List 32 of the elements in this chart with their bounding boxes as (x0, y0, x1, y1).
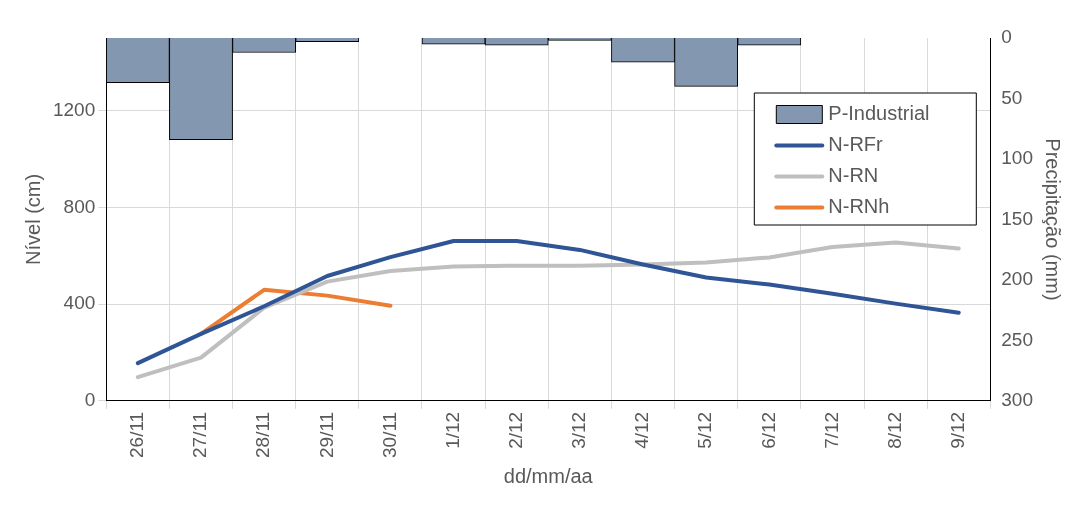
legend-label: N-RN (828, 164, 879, 187)
y2-tick-label: 200 (1001, 268, 1033, 290)
x-tick-label: 7/12 (820, 411, 842, 449)
y2-tick-label: 0 (1001, 26, 1012, 48)
legend-label: N-RNh (828, 195, 890, 218)
x-tick-label: 28/11 (252, 411, 274, 458)
x-tick-label: 8/12 (883, 411, 905, 449)
y-tick-label: 400 (63, 292, 96, 314)
x-tick-label: 3/12 (568, 411, 590, 449)
x-tick-label: 2/12 (504, 411, 526, 449)
x-tick-label: 27/11 (189, 411, 211, 458)
y2-tick-label: 100 (1001, 147, 1033, 169)
y-tick-label: 1200 (52, 98, 96, 120)
y2-tick-label: 50 (1001, 86, 1023, 108)
x-tick-label: 6/12 (757, 411, 779, 449)
y-tick-label: 0 (84, 389, 96, 411)
x-tick-label: 1/12 (441, 411, 463, 449)
x-tick-label: 9/12 (946, 411, 968, 449)
x-axis-title: dd/mm/aa (503, 464, 594, 487)
y2-axis-title: Precipitação (mm) (1042, 138, 1065, 301)
x-tick-label: 26/11 (126, 411, 148, 458)
y-axis-title: Nível (cm) (21, 173, 44, 265)
y2-tick-label: 250 (1001, 328, 1033, 350)
x-tick-label: 5/12 (694, 411, 716, 449)
y2-tick-label: 300 (1001, 389, 1033, 411)
x-tick-label: 29/11 (315, 411, 337, 458)
legend-label: P-Industrial (828, 102, 930, 125)
y-tick-label: 800 (63, 195, 96, 217)
y2-tick-label: 150 (1001, 207, 1033, 229)
x-tick-label: 4/12 (631, 411, 653, 449)
x-tick-label: 30/11 (378, 411, 400, 458)
legend-label: N-RFr (828, 133, 884, 156)
